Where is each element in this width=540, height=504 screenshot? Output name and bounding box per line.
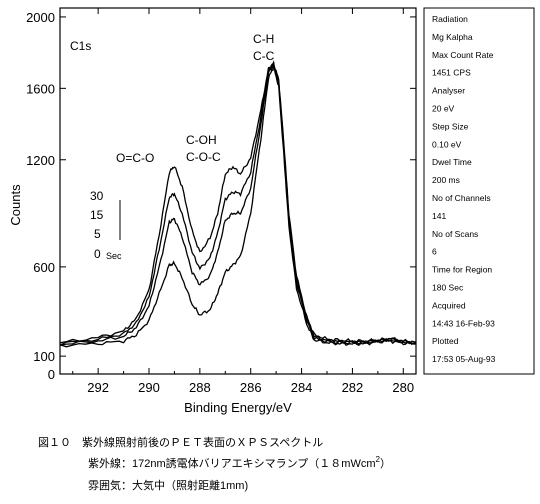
peak-label-cc: C-C <box>253 49 275 63</box>
series-line-5 <box>59 64 416 346</box>
info-line: Plotted <box>432 336 459 346</box>
time-legend-value: 15 <box>90 208 104 222</box>
caption-superscript: 2 <box>376 455 381 464</box>
time-legend: 30 15 5 0 Sec <box>90 189 122 261</box>
info-panel: Radiation Mg Kalpha Max Count Rate 1451 CPS… <box>423 7 535 375</box>
x-tick-label: 284 <box>291 380 313 395</box>
time-legend-value: 5 <box>94 227 101 241</box>
x-tick-label: 280 <box>392 380 414 395</box>
info-line: 17:53 05-Aug-93 <box>432 354 496 364</box>
info-line: 20 eV <box>432 104 455 114</box>
x-tick-label: 292 <box>87 380 109 395</box>
caption-title: 図１０ 紫外線照射前後のＰＥＴ表面のＸＰＳスペクトル <box>38 435 323 449</box>
y-tick-label: 600 <box>33 260 55 275</box>
x-tick-label: 290 <box>138 380 160 395</box>
y-axis: 0 100 600 1200 1600 2000 <box>26 10 416 382</box>
caption-light-source-text: 紫外線：172nm誘電体バリアエキシマランプ（１８mWcm <box>88 456 376 470</box>
panel-label: C1s <box>70 39 91 53</box>
plot-frame <box>59 7 417 375</box>
info-line: Mg Kalpha <box>432 32 473 42</box>
x-axis-title: Binding Energy/eV <box>184 400 292 415</box>
series-line-30 <box>59 60 417 344</box>
info-line: Dwel Time <box>432 157 472 167</box>
info-panel-frame <box>423 7 535 375</box>
caption-light-source-end: ） <box>380 457 391 470</box>
info-line: 6 <box>432 247 437 257</box>
caption-light-source: 紫外線：172nm誘電体バリアエキシマランプ（１８mWcm2） <box>88 455 391 470</box>
y-axis-title: Counts <box>8 184 23 226</box>
y-tick-label: 2000 <box>26 10 55 25</box>
info-line: Analyser <box>432 86 465 96</box>
info-line: Step Size <box>432 121 469 131</box>
x-tick-label: 286 <box>240 380 262 395</box>
series-line-0 <box>59 64 417 348</box>
caption-atmosphere: 雰囲気：大気中（照射距離1mm) <box>88 478 248 492</box>
info-line: 0.10 eV <box>432 139 462 149</box>
info-line: No of Scans <box>432 229 478 239</box>
peak-label-ester: O=C-O <box>116 151 154 165</box>
caption: 図１０ 紫外線照射前後のＰＥＴ表面のＸＰＳスペクトル 紫外線：172nm誘電体バ… <box>38 435 391 492</box>
info-line: Max Count Rate <box>432 50 494 60</box>
info-line: 180 Sec <box>432 283 464 293</box>
info-line: No of Channels <box>432 193 491 203</box>
y-tick-label: 1600 <box>26 81 55 96</box>
info-line: 141 <box>432 211 446 221</box>
x-tick-label: 288 <box>189 380 211 395</box>
time-legend-value: 0 <box>94 247 101 261</box>
info-line: 1451 CPS <box>432 68 471 78</box>
time-legend-unit: Sec <box>106 251 122 261</box>
peak-label-ch: C-H <box>253 32 274 46</box>
info-line: 200 ms <box>432 175 460 185</box>
info-line: 14:43 16-Feb-93 <box>432 318 495 328</box>
series-line-15 <box>59 62 417 346</box>
y-tick-label: 0 <box>48 367 55 382</box>
info-line: Acquired <box>432 300 466 310</box>
peak-label-coc: C-O-C <box>186 150 221 164</box>
y-tick-label: 1200 <box>26 153 55 168</box>
x-axis: 292 290 288 286 284 282 280 <box>72 8 414 395</box>
y-tick-label: 100 <box>33 349 55 364</box>
x-tick-label: 282 <box>342 380 364 395</box>
info-line: Radiation <box>432 14 468 24</box>
peak-label-coh: C-OH <box>186 133 217 147</box>
series-layer <box>59 60 417 348</box>
xps-chart: 0 100 600 1200 1600 2000 292 290 288 286 284 282 28… <box>8 7 417 415</box>
time-legend-value: 30 <box>90 189 104 203</box>
info-line: Time for Region <box>432 265 492 275</box>
